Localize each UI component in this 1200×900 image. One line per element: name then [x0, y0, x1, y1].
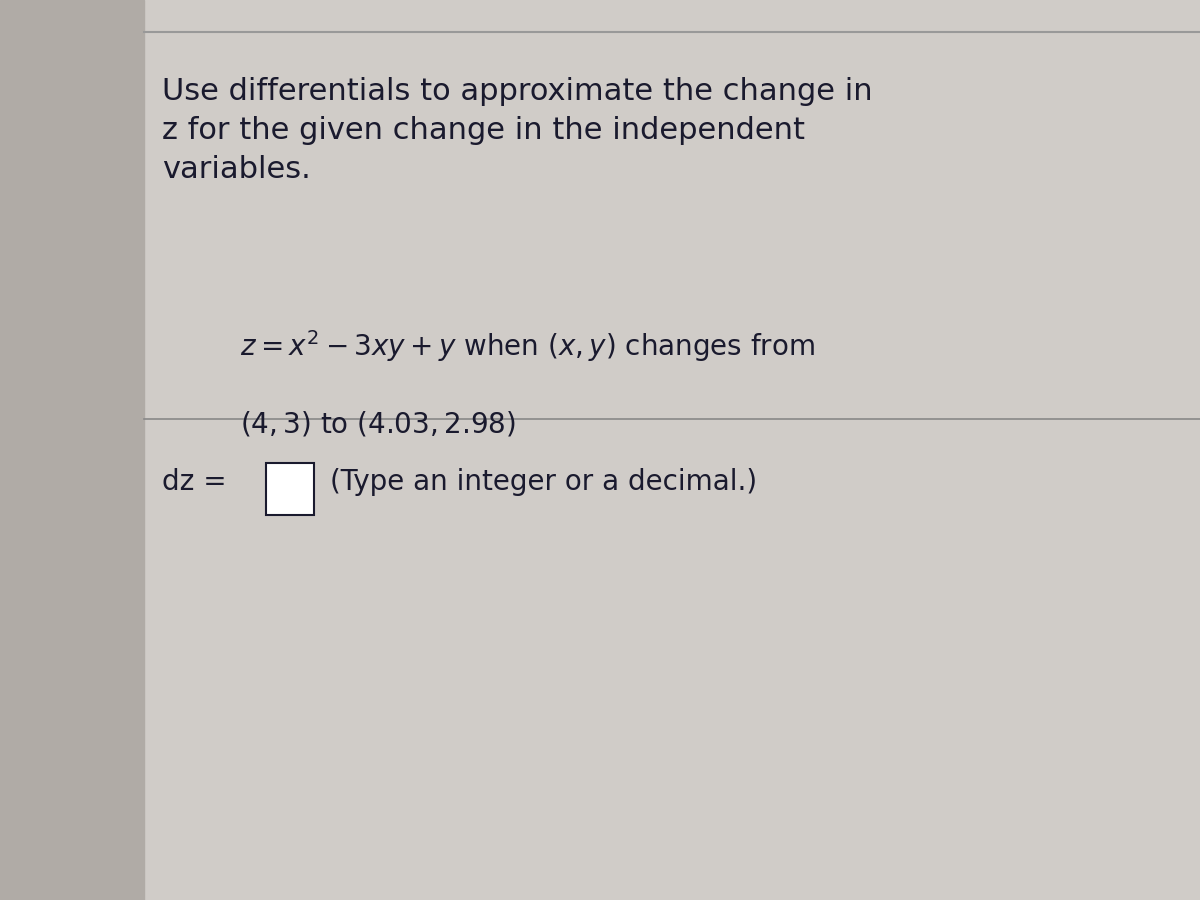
Bar: [0, 0, 144, 900]
Text: (Type an integer or a decimal.): (Type an integer or a decimal.): [330, 468, 757, 496]
Text: $(4,3)$ to $(4.03,2.98)$: $(4,3)$ to $(4.03,2.98)$: [240, 410, 516, 438]
Text: dz =: dz =: [162, 468, 227, 496]
Bar: [266, 463, 314, 515]
Text: Use differentials to approximate the change in
z for the given change in the ind: Use differentials to approximate the cha…: [162, 76, 872, 184]
Text: $z = x^2 - 3xy + y$ when $(x,y)$ changes from: $z = x^2 - 3xy + y$ when $(x,y)$ changes…: [240, 328, 815, 364]
